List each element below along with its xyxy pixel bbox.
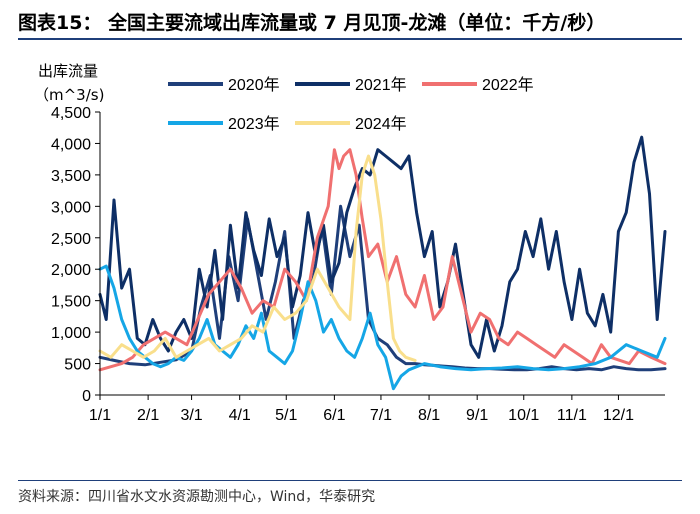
y-tick-label: 4,500	[51, 105, 91, 122]
y-tick-label: 0	[82, 388, 91, 405]
source-note: 资料来源：四川省水文水资源勘测中心，Wind，华泰研究	[18, 489, 376, 505]
series-line-2023年	[98, 264, 667, 391]
legend: 2020年 2021年 2022年 2023年 2024年	[168, 76, 534, 133]
legend-label: 2020年	[228, 76, 280, 94]
y-tick-label: 4,000	[51, 136, 91, 153]
series-line-2022年	[98, 148, 667, 372]
series-layer	[98, 135, 667, 391]
x-tick-label: 11/1	[557, 407, 587, 424]
legend-label: 2023年	[228, 115, 280, 133]
legend-label: 2022年	[482, 76, 534, 94]
y-tick-label: 500	[64, 357, 91, 374]
x-tick-label: 10/1	[508, 407, 539, 424]
x-tick-label: 2/1	[137, 407, 159, 424]
x-tick-label: 5/1	[275, 407, 297, 424]
axes: 0 500 1,000 1,500 2,000 2,500 3,000 3,500 4,000 4…	[51, 105, 665, 424]
series-line-2024年	[98, 154, 417, 362]
y-axis-unit: （m^3/s)	[34, 86, 105, 104]
y-axis-label: 出库流量	[38, 62, 99, 80]
footer-rule	[18, 480, 682, 481]
y-tick-label: 1,500	[51, 294, 91, 311]
x-tick-label: 1/1	[89, 407, 111, 424]
y-tick-label: 3,000	[51, 199, 91, 216]
x-tick-label: 3/1	[180, 407, 202, 424]
x-tick-label: 12/1	[603, 407, 634, 424]
x-tick-label: 4/1	[229, 407, 251, 424]
y-tick-label: 3,500	[51, 168, 91, 185]
y-tick-label: 2,000	[51, 262, 91, 279]
x-tick-label: 8/1	[418, 407, 440, 424]
series-line-2021年	[98, 135, 667, 359]
legend-label: 2024年	[355, 115, 407, 133]
title-rule	[18, 38, 682, 40]
x-tick-label: 6/1	[323, 407, 345, 424]
y-tick-label: 2,500	[51, 231, 91, 248]
x-tick-label: 7/1	[370, 407, 392, 424]
x-tick-label: 9/1	[466, 407, 488, 424]
figure-title: 图表15： 全国主要流域出库流量或 7 月见顶-龙滩（单位：千方/秒）	[18, 12, 606, 34]
y-tick-label: 1,000	[51, 325, 91, 342]
legend-label: 2021年	[355, 76, 407, 94]
